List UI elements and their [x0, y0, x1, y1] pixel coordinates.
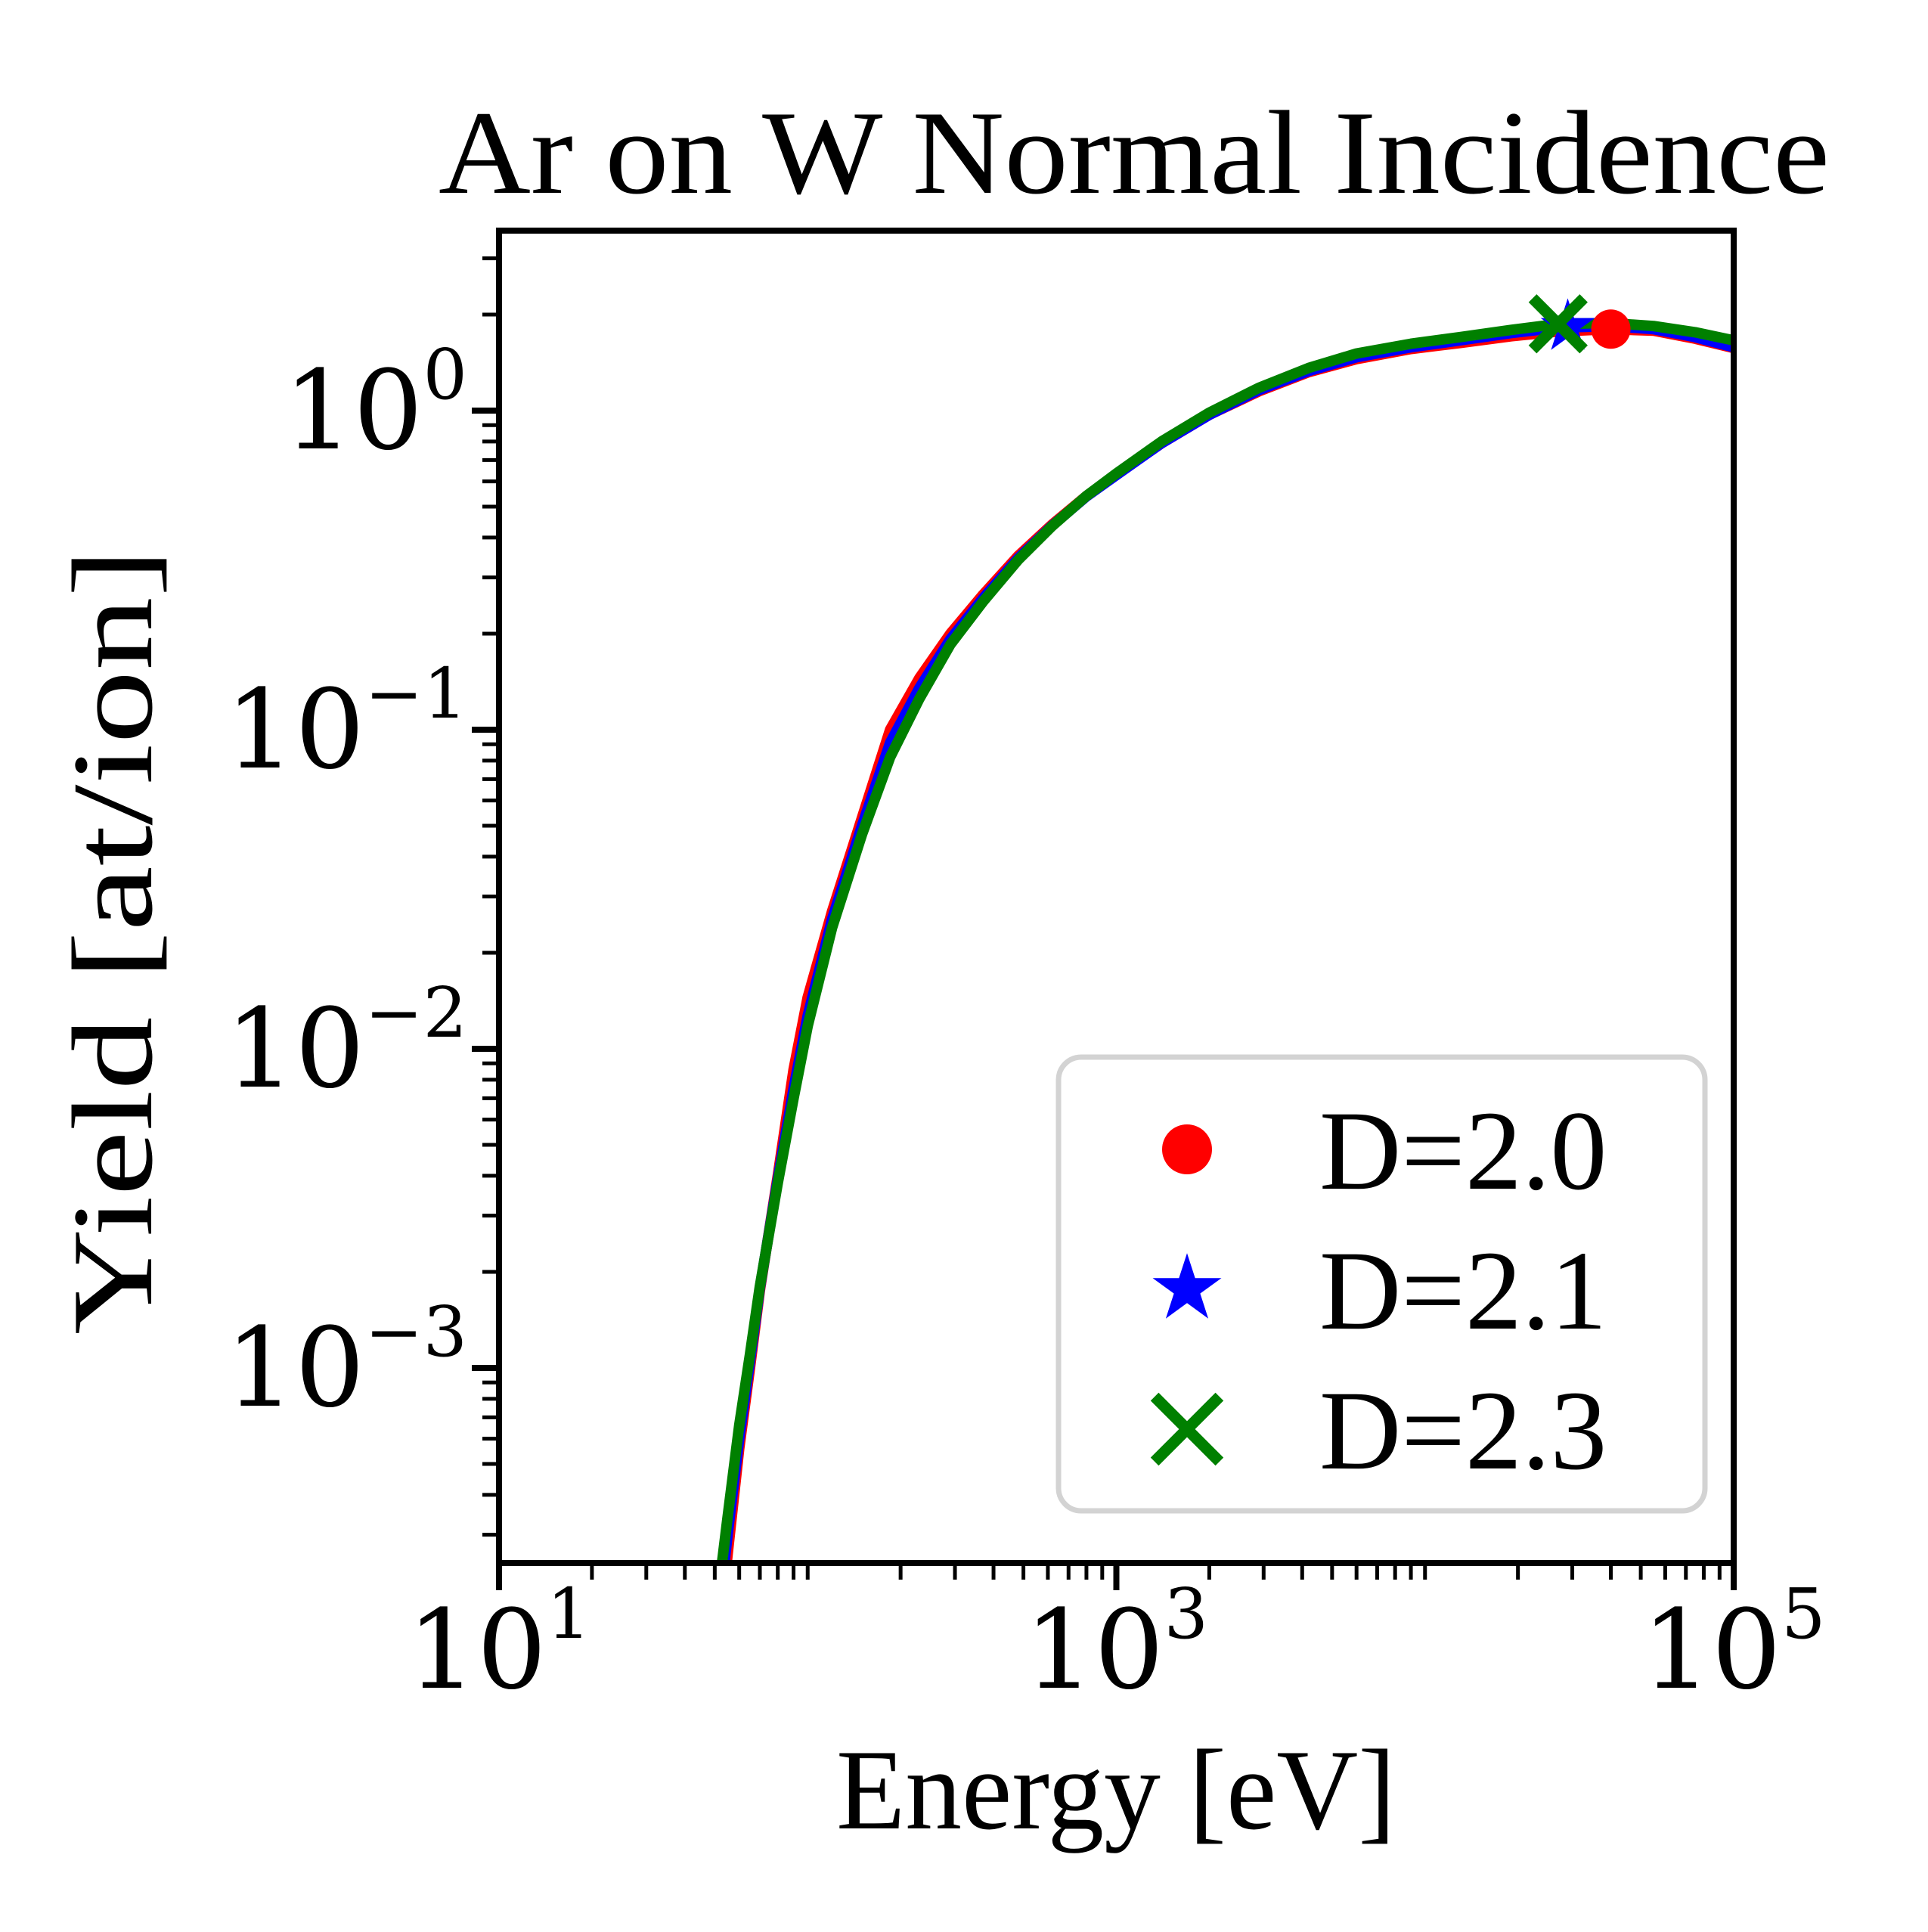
curve-D2.3 — [716, 318, 1734, 1563]
y-tick-labels: 100 10−1 10−2 10−3 — [225, 334, 467, 1432]
x-axis-label: Energy [eV] — [836, 1726, 1396, 1853]
x-tick-label: 105 — [1641, 1574, 1825, 1714]
x-tick-label: 101 — [407, 1574, 590, 1714]
x-axis-ticks — [496, 1563, 1737, 1590]
legend-label: D=2.1 — [1319, 1228, 1607, 1354]
peak-markers — [1528, 294, 1631, 354]
legend-circle-marker — [1162, 1124, 1212, 1174]
y-tick-label: 10−2 — [225, 972, 467, 1113]
y-tick-label: 10−3 — [225, 1292, 467, 1432]
x-tick-label: 103 — [1024, 1574, 1208, 1714]
legend-star-marker — [1152, 1253, 1222, 1319]
data-curves — [716, 318, 1734, 1563]
y-axis-label: Yield [at/ion] — [49, 548, 176, 1335]
legend-items: D=2.0 D=2.1 D=2.3 — [1150, 1088, 1607, 1493]
legend-x-marker — [1150, 1392, 1224, 1466]
star-marker — [1540, 298, 1595, 350]
y-tick-label: 100 — [284, 334, 467, 475]
y-tick-label: 10−1 — [225, 653, 467, 794]
circle-marker — [1591, 309, 1631, 349]
legend: D=2.0 D=2.1 D=2.3 — [1055, 1054, 1708, 1514]
x-tick-labels: 101 103 105 — [407, 1574, 1825, 1714]
legend-label: D=2.3 — [1319, 1368, 1607, 1493]
x-marker — [1528, 294, 1588, 354]
chart-title: Ar on W Normal Incidence — [439, 87, 1830, 219]
y-axis-ticks — [472, 256, 499, 1537]
legend-label: D=2.0 — [1319, 1088, 1607, 1214]
